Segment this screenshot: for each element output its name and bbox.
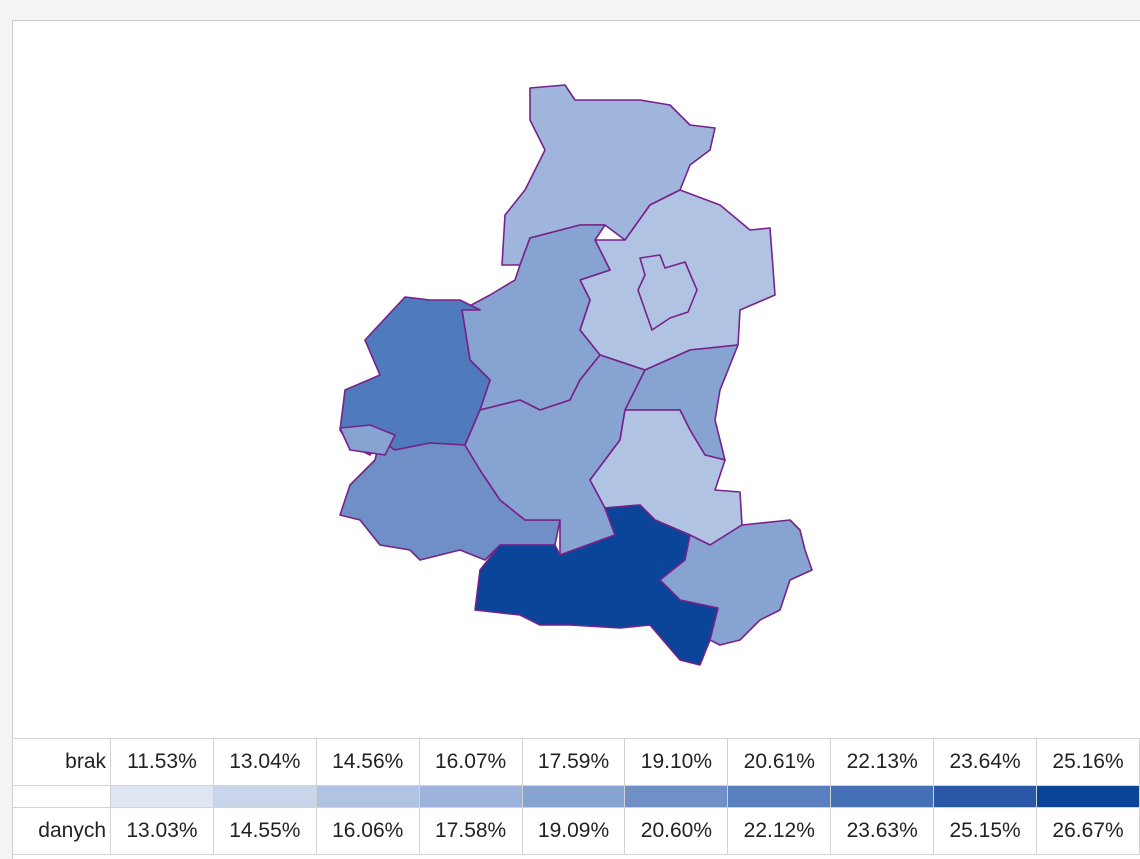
- range-from: 23.64%: [933, 738, 1038, 786]
- range-from: 13.04%: [212, 738, 317, 786]
- range-to: 14.55%: [212, 807, 317, 855]
- region: [659, 519, 813, 646]
- map: [339, 84, 813, 666]
- range-from: 14.56%: [315, 738, 420, 786]
- color-swatch: [110, 785, 214, 808]
- region: [637, 254, 698, 331]
- color-swatch: [933, 785, 1038, 808]
- range-to: 20.60%: [624, 807, 729, 855]
- range-from: 20.61%: [727, 738, 832, 786]
- range-from: 19.10%: [624, 738, 729, 786]
- color-swatch: [315, 785, 420, 808]
- range-from: 11.53%: [110, 738, 214, 786]
- range-to: 22.12%: [727, 807, 832, 855]
- legend-label: brak: [12, 738, 111, 786]
- range-from: 22.13%: [830, 738, 935, 786]
- range-to: 17.58%: [418, 807, 523, 855]
- color-swatch: [830, 785, 935, 808]
- range-from: 16.07%: [418, 738, 523, 786]
- range-to: 23.63%: [830, 807, 935, 855]
- color-swatch: [212, 785, 317, 808]
- legend-label: danych: [12, 807, 111, 855]
- range-from: 17.59%: [521, 738, 626, 786]
- legend-blank: [12, 785, 111, 808]
- color-swatch: [727, 785, 832, 808]
- color-swatch: [418, 785, 523, 808]
- range-to: 25.15%: [933, 807, 1038, 855]
- range-to: 26.67%: [1036, 807, 1140, 855]
- range-from: 25.16%: [1036, 738, 1140, 786]
- range-to: 19.09%: [521, 807, 626, 855]
- range-to: 16.06%: [315, 807, 420, 855]
- region: [339, 424, 396, 456]
- legend: brak 11.53% 13.04% 14.56% 16.07% 17.59% 19.10%…: [12, 738, 1140, 855]
- color-swatch: [1036, 785, 1140, 808]
- color-swatch: [624, 785, 729, 808]
- color-swatch: [521, 785, 626, 808]
- range-to: 13.03%: [110, 807, 214, 855]
